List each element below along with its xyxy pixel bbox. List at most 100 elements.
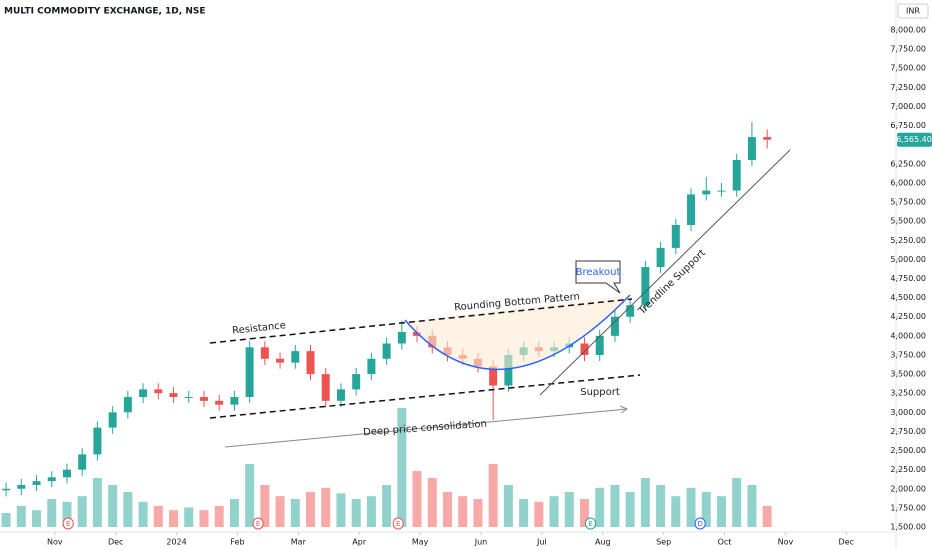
volume-bar <box>534 501 544 527</box>
y-tick-label: 1,750.00 <box>890 503 926 512</box>
y-tick-label: 5,000.00 <box>890 255 926 264</box>
x-tick-label: Mar <box>291 538 307 547</box>
candle-body <box>123 397 132 413</box>
volume-bar <box>260 485 270 527</box>
volume-bar <box>488 464 498 527</box>
volume-bar <box>229 499 239 527</box>
volume-bar <box>1 513 11 527</box>
candle-body <box>306 351 315 375</box>
candle-body <box>687 194 696 225</box>
volume-bar <box>762 506 772 527</box>
support-label: Support <box>580 387 620 398</box>
candle-body <box>336 389 345 401</box>
volume-bar <box>32 510 42 527</box>
volume-bar <box>747 485 757 527</box>
y-tick-label: 3,000.00 <box>890 408 926 417</box>
y-tick-label: 6,750.00 <box>890 121 926 130</box>
volume-bar <box>549 496 559 527</box>
candle-body <box>763 137 772 140</box>
volume-bar <box>108 485 118 527</box>
candle-body <box>154 389 163 394</box>
candle-body <box>321 374 330 401</box>
volume-bar <box>290 499 300 527</box>
y-tick-label: 2,000.00 <box>890 484 926 493</box>
volume-bar <box>351 499 361 527</box>
volume-bar <box>579 499 589 527</box>
volume-bar <box>427 478 437 527</box>
y-tick-label: 7,500.00 <box>890 64 926 73</box>
x-tick-label: Feb <box>230 538 244 547</box>
event-label: E <box>588 520 592 528</box>
y-tick-label: 5,500.00 <box>890 217 926 226</box>
event-marker[interactable] <box>585 517 597 530</box>
consolidation-arrow <box>224 408 628 448</box>
candle-body <box>47 477 56 482</box>
x-tick-label: May <box>412 538 429 547</box>
volume-bar <box>169 510 179 527</box>
volume-bar <box>62 501 72 527</box>
candle-body <box>352 374 361 390</box>
y-tick-label: 7,000.00 <box>890 102 926 111</box>
arrow-head <box>619 405 629 414</box>
x-tick-label: Dec <box>108 538 123 547</box>
candle-body <box>215 400 224 405</box>
breakout-label: Breakout <box>576 267 621 278</box>
volume-bar <box>336 493 346 527</box>
volume-bar <box>686 487 696 527</box>
x-tick-label: Dec <box>839 538 854 547</box>
x-tick-label: Aug <box>595 538 611 547</box>
x-tick-label: Oct <box>718 538 732 547</box>
y-tick-label: 6,000.00 <box>890 178 926 187</box>
volume-bar <box>671 496 681 527</box>
volume-bar <box>153 506 163 527</box>
y-tick-label: 7,750.00 <box>890 45 926 54</box>
candle-body <box>413 332 422 336</box>
candle-body <box>62 469 71 478</box>
candle-body <box>397 332 406 344</box>
volume-bar <box>610 485 620 527</box>
volume-bar <box>77 496 87 527</box>
candle-body <box>199 397 208 401</box>
candle-body <box>169 393 178 398</box>
volume-bar <box>458 496 468 527</box>
candle-body <box>276 358 285 363</box>
y-tick-label: 2,500.00 <box>890 446 926 455</box>
candle-body <box>580 343 589 355</box>
candle-body <box>626 305 635 317</box>
candle-body <box>93 427 102 455</box>
currency-box[interactable] <box>897 3 929 19</box>
candle-body <box>671 224 680 248</box>
event-label: E <box>256 520 260 528</box>
candle-body <box>382 343 391 359</box>
event-marker[interactable] <box>62 517 74 530</box>
y-tick-label: 4,500.00 <box>890 293 926 302</box>
candle-body <box>367 358 376 375</box>
volume-bar <box>321 487 331 527</box>
candle-body <box>291 351 300 363</box>
candle-body <box>139 389 148 398</box>
candle-body <box>245 347 254 398</box>
event-marker[interactable] <box>252 517 264 530</box>
volume-bar <box>306 492 316 527</box>
candle-body <box>32 481 41 485</box>
candle-body <box>17 484 26 489</box>
breakout-callout <box>575 260 621 294</box>
event-marker[interactable] <box>392 517 404 530</box>
candle-body <box>747 137 756 160</box>
volume-bar <box>275 496 285 527</box>
candle-body <box>230 397 239 405</box>
x-tick-label: 2024 <box>166 538 186 547</box>
y-tick-label: 5,750.00 <box>890 198 926 207</box>
chart-title: MULTI COMMODITY EXCHANGE, 1D, NSE <box>4 7 206 17</box>
candle-body <box>108 412 117 428</box>
candle-body <box>184 397 193 399</box>
currency: INR <box>906 7 920 16</box>
candle-body <box>260 347 269 359</box>
y-tick-label: 3,750.00 <box>890 350 926 359</box>
candle-body <box>656 247 665 268</box>
x-tick-label: Sep <box>656 538 671 547</box>
y-tick-label: 3,500.00 <box>890 370 926 379</box>
event-marker[interactable] <box>694 517 706 530</box>
y-tick-label: 2,250.00 <box>890 465 926 474</box>
